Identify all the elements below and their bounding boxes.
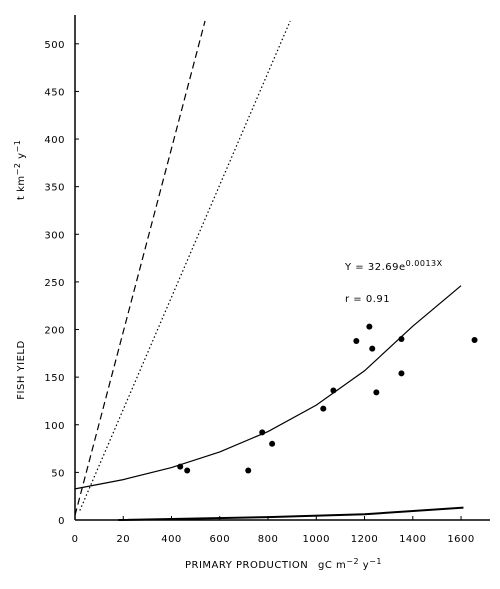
y-tick-label: 500 bbox=[44, 40, 65, 51]
y-axis-label: FISH YIELD bbox=[16, 340, 27, 399]
line-solid bbox=[74, 285, 462, 490]
point bbox=[398, 370, 405, 377]
point bbox=[373, 389, 380, 396]
x-tick-label: 1200 bbox=[351, 534, 378, 545]
x-tick-label: 800 bbox=[258, 534, 279, 545]
point bbox=[184, 467, 191, 474]
text-part: gC m bbox=[318, 560, 346, 571]
x-tick-label: 400 bbox=[161, 534, 182, 545]
point bbox=[177, 463, 184, 470]
point bbox=[369, 345, 376, 352]
x-tick-label: 1000 bbox=[303, 534, 330, 545]
x-tick-label: 20 bbox=[116, 534, 130, 545]
x-tick-label: 600 bbox=[209, 534, 230, 545]
y-axis-unit: t km−2 y−1 bbox=[13, 140, 28, 200]
line-solid bbox=[118, 506, 464, 521]
y-tick-label: 450 bbox=[44, 87, 65, 98]
text-part: y bbox=[359, 560, 369, 571]
text-part: t km bbox=[16, 175, 27, 200]
equation: Y = 32.69e0.0013X bbox=[344, 259, 443, 274]
line-dashed bbox=[74, 20, 206, 516]
text-part: −2 bbox=[346, 557, 359, 566]
text-part: y bbox=[16, 152, 27, 162]
text-part: −1 bbox=[13, 140, 22, 153]
point bbox=[269, 440, 276, 447]
x-tick-label: 0 bbox=[72, 534, 79, 545]
text-part: 0.0013X bbox=[406, 259, 443, 268]
text-part: Y = 32.69e bbox=[344, 262, 406, 273]
y-tick-label: 350 bbox=[44, 183, 65, 194]
y-tick-label: 250 bbox=[44, 278, 65, 289]
y-tick-label: 400 bbox=[44, 135, 65, 146]
y-tick-label: 50 bbox=[51, 468, 65, 479]
point bbox=[353, 337, 360, 344]
x-tick-label: 1400 bbox=[399, 534, 426, 545]
y-tick-label: 200 bbox=[44, 326, 65, 337]
y-tick-label: 150 bbox=[44, 373, 65, 384]
point bbox=[366, 323, 373, 330]
point bbox=[320, 405, 327, 412]
text-part: −1 bbox=[369, 557, 382, 566]
point bbox=[245, 467, 252, 474]
y-tick-label: 0 bbox=[58, 516, 65, 527]
y-tick-label: 100 bbox=[44, 421, 65, 432]
y-tick-label: 300 bbox=[44, 230, 65, 241]
x-axis-label: PRIMARY PRODUCTION bbox=[185, 560, 308, 571]
r-value: r = 0.91 bbox=[345, 294, 390, 305]
point bbox=[471, 337, 478, 343]
line-dotted bbox=[79, 20, 291, 511]
x-tick-label: 1600 bbox=[447, 534, 474, 545]
point bbox=[330, 387, 337, 394]
x-axis-unit: gC m−2 y−1 bbox=[318, 557, 382, 572]
point bbox=[259, 429, 266, 436]
point bbox=[398, 336, 405, 343]
text-part: −2 bbox=[13, 163, 22, 176]
